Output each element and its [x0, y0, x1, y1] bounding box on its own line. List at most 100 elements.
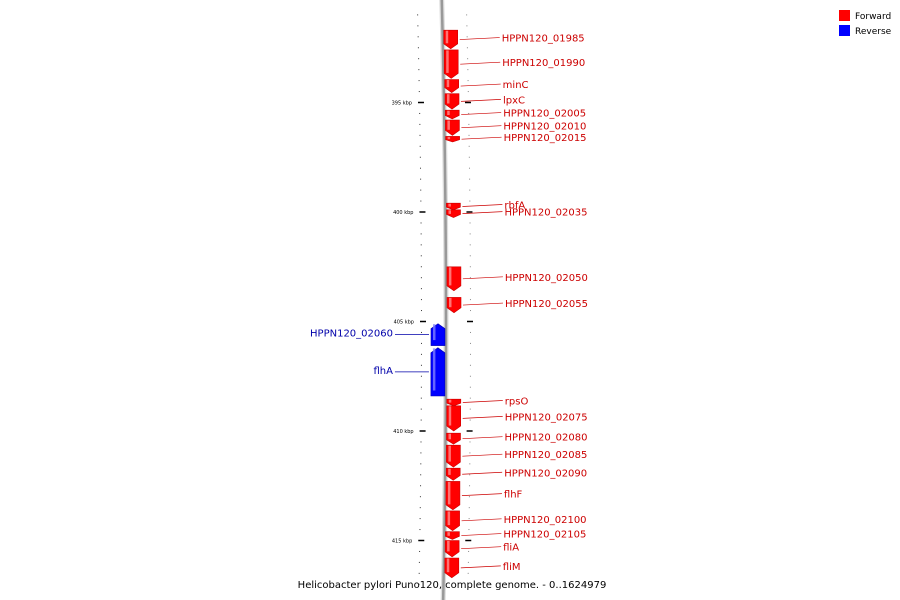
- gene-HPPN120_02015: [445, 136, 460, 143]
- gene-HPPN120_02080: [446, 432, 461, 445]
- gene-highlight: [448, 445, 451, 462]
- gene-highlight: [446, 558, 450, 573]
- gene-highlight: [447, 94, 450, 104]
- gene-label-HPPN120_02060: HPPN120_02060: [310, 329, 429, 340]
- gene-fliA: [444, 540, 460, 558]
- gene-label-HPPN120_02075: HPPN120_02075: [462, 412, 588, 423]
- gene-name: HPPN120_02100: [504, 515, 587, 526]
- gene-name: minC: [503, 80, 529, 91]
- label-leader: [461, 518, 502, 522]
- gene-name: HPPN120_02105: [503, 530, 586, 541]
- gene-HPPN120_02090: [445, 467, 461, 481]
- genes-layer: [430, 29, 462, 579]
- gene-HPPN120_02100: [445, 510, 460, 531]
- gene-HPPN120_02085: [446, 444, 461, 468]
- gene-name: lpxC: [503, 95, 525, 106]
- gene-label-HPPN120_02035: HPPN120_02035: [462, 208, 587, 219]
- gene-label-HPPN120_02100: HPPN120_02100: [461, 515, 587, 526]
- gene-highlight: [447, 532, 450, 536]
- gene-name: HPPN120_02005: [503, 109, 586, 120]
- tick-label: 410 kbp: [393, 429, 413, 435]
- gene-highlight: [448, 203, 451, 207]
- legend-swatch-reverse: [839, 25, 850, 36]
- gene-highlight: [447, 541, 450, 552]
- gene-HPPN120_02060: [430, 323, 446, 346]
- tick-label: 405 kbp: [394, 320, 414, 326]
- gene-highlight: [448, 406, 452, 426]
- label-leader: [461, 546, 502, 550]
- gene-HPPN120_02010: [445, 119, 460, 136]
- gene-name: fliM: [503, 562, 521, 573]
- gene-name: flhA: [373, 366, 393, 377]
- gene-highlight: [448, 468, 451, 475]
- gene-highlight: [447, 110, 450, 115]
- gene-flhF: [445, 481, 461, 511]
- label-leader: [462, 204, 503, 207]
- label-leader: [461, 493, 502, 496]
- label-leader: [462, 436, 503, 440]
- gene-label-HPPN120_01990: HPPN120_01990: [460, 58, 585, 69]
- gene-name: HPPN120_02060: [310, 329, 393, 340]
- label-leader: [462, 302, 503, 306]
- gene-highlight: [448, 399, 452, 403]
- gene-highlight: [446, 50, 449, 73]
- gene-label-rpsO: rpsO: [462, 397, 528, 408]
- gene-label-HPPN120_02055: HPPN120_02055: [462, 299, 588, 310]
- major-ticks: 395 kbp 400 kbp 405 kbp 410 kbp 415 kbp: [392, 101, 473, 545]
- legend-swatch-forward: [839, 10, 850, 21]
- label-leader: [461, 125, 502, 129]
- gene-name: HPPN120_02090: [504, 468, 587, 479]
- gene-label-HPPN120_02015: HPPN120_02015: [461, 133, 587, 144]
- label-leader: [460, 61, 501, 65]
- gene-HPPN120_02105: [445, 531, 460, 540]
- gene-label-lpxC: lpxC: [460, 95, 525, 106]
- label-leader: [460, 83, 501, 87]
- legend-label-forward: Forward: [855, 12, 891, 22]
- gene-HPPN120_02050: [446, 266, 462, 292]
- gene-name: HPPN120_02075: [505, 412, 588, 423]
- label-leader: [461, 533, 502, 536]
- gene-name: HPPN120_01990: [502, 58, 585, 69]
- label-leader: [462, 400, 503, 403]
- backbone: [440, 0, 448, 600]
- label-leader: [460, 565, 501, 569]
- gene-HPPN120_02055: [446, 297, 462, 314]
- label-leader: [462, 471, 503, 475]
- gene-minC: [444, 79, 460, 93]
- gene-label-fliA: fliA: [461, 543, 519, 554]
- gene-name: flhF: [504, 490, 523, 501]
- gene-label-HPPN120_02005: HPPN120_02005: [461, 109, 586, 120]
- gene-fliM: [444, 557, 460, 579]
- gene-lpxC: [444, 93, 460, 110]
- gene-label-minC: minC: [460, 80, 529, 91]
- gene-highlight: [447, 136, 451, 140]
- gene-name: HPPN120_02050: [505, 273, 588, 284]
- tick-label: 395 kbp: [392, 101, 412, 107]
- gene-highlight: [448, 433, 451, 440]
- gene-name: HPPN120_02010: [503, 122, 586, 133]
- gene-highlight: [447, 481, 451, 505]
- gene-label-HPPN120_02105: HPPN120_02105: [461, 530, 586, 541]
- gene-highlight: [447, 511, 451, 526]
- gene-name: HPPN120_02085: [504, 450, 587, 461]
- gene-highlight: [447, 120, 450, 130]
- label-leader: [462, 276, 503, 280]
- gene-label-HPPN120_01985: HPPN120_01985: [459, 34, 585, 45]
- gene-highlight: [448, 210, 451, 214]
- gene-label-fliM: fliM: [460, 562, 521, 573]
- gene-highlight: [432, 348, 436, 391]
- gene-name: HPPN120_02015: [504, 133, 587, 144]
- gene-HPPN120_01985: [443, 29, 459, 50]
- gene-name: HPPN120_02035: [504, 208, 587, 219]
- gene-HPPN120_01990: [443, 49, 459, 79]
- gene-label-rbfA: rbfA: [462, 201, 525, 212]
- gene-highlight: [448, 267, 452, 286]
- gene-rbfA: [446, 202, 461, 211]
- gene-name: HPPN120_02055: [505, 299, 588, 310]
- label-leader: [459, 37, 500, 40]
- gene-highlight: [449, 297, 452, 308]
- label-leader: [462, 211, 503, 214]
- gene-name: HPPN120_02080: [505, 433, 588, 444]
- gene-highlight: [433, 324, 436, 341]
